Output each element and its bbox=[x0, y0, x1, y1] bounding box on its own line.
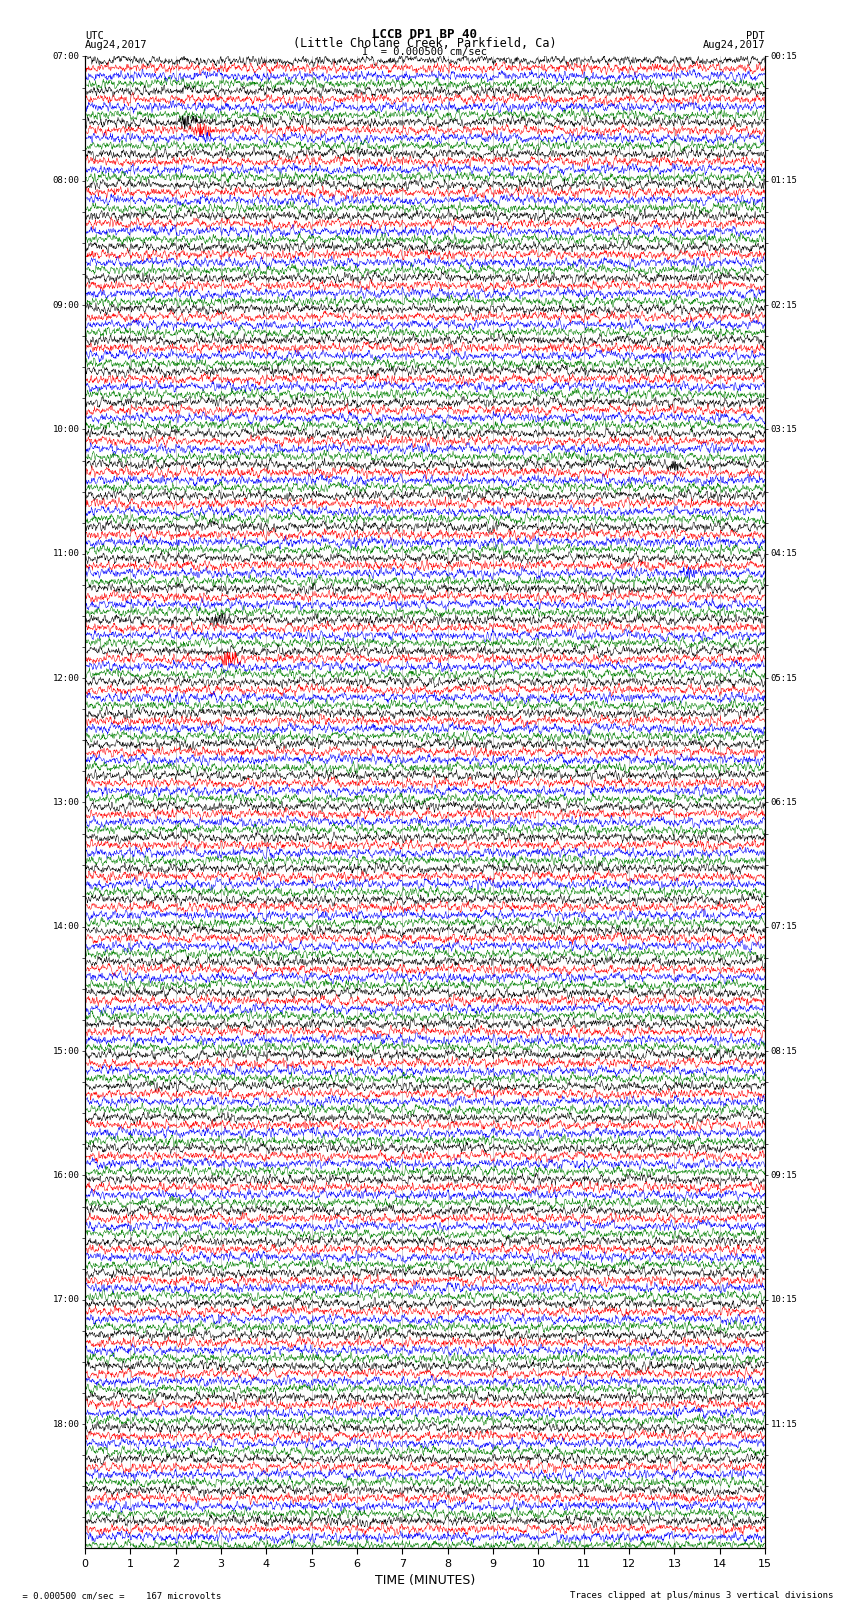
Text: Traces clipped at plus/minus 3 vertical divisions: Traces clipped at plus/minus 3 vertical … bbox=[570, 1590, 833, 1600]
Text: Aug24,2017: Aug24,2017 bbox=[702, 40, 765, 50]
Text: UTC: UTC bbox=[85, 31, 104, 40]
Text: (Little Cholane Creek, Parkfield, Ca): (Little Cholane Creek, Parkfield, Ca) bbox=[293, 37, 557, 50]
Text: LCCB DP1 BP 40: LCCB DP1 BP 40 bbox=[372, 27, 478, 40]
Text: Aug24,2017: Aug24,2017 bbox=[85, 40, 148, 50]
X-axis label: TIME (MINUTES): TIME (MINUTES) bbox=[375, 1574, 475, 1587]
Text: = 0.000500 cm/sec =    167 microvolts: = 0.000500 cm/sec = 167 microvolts bbox=[17, 1590, 221, 1600]
Text: I  = 0.000500 cm/sec: I = 0.000500 cm/sec bbox=[362, 47, 488, 58]
Text: PDT: PDT bbox=[746, 31, 765, 40]
